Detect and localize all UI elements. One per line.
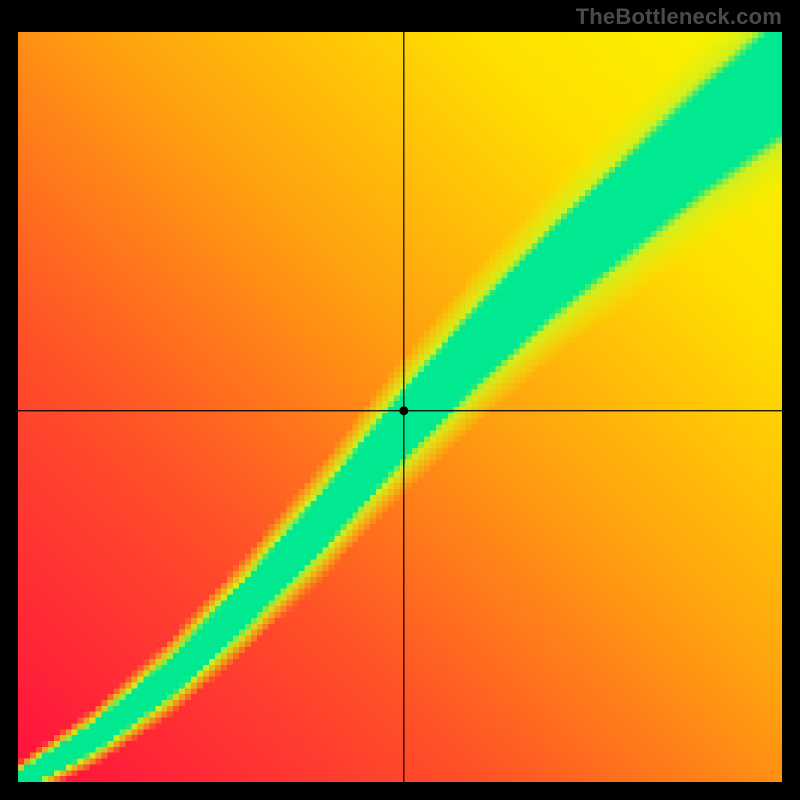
chart-container: TheBottleneck.com (0, 0, 800, 800)
watermark-text: TheBottleneck.com (576, 4, 782, 30)
bottleneck-heatmap (18, 32, 782, 782)
